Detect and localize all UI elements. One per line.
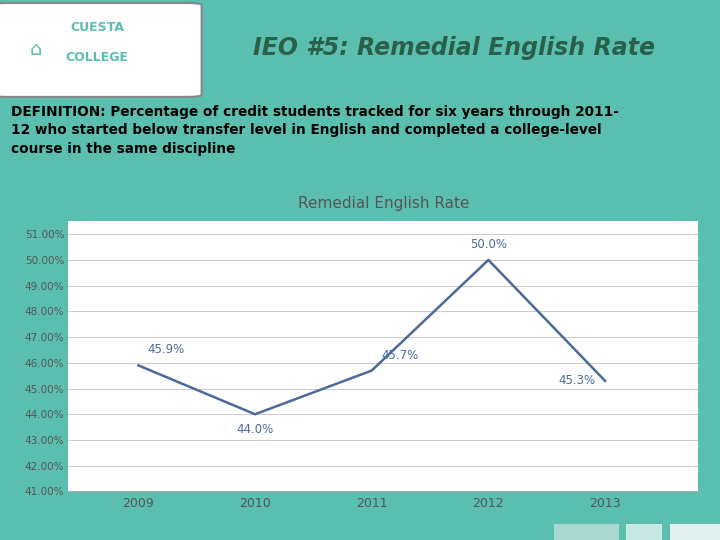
- Text: 44.0%: 44.0%: [236, 423, 274, 436]
- Text: 45.9%: 45.9%: [148, 343, 185, 356]
- Bar: [554, 524, 619, 540]
- Text: IEO #5: Remedial English Rate: IEO #5: Remedial English Rate: [253, 36, 654, 60]
- Text: DEFINITION: Percentage of credit students tracked for six years through 2011-
12: DEFINITION: Percentage of credit student…: [11, 105, 618, 156]
- Bar: [626, 524, 662, 540]
- Text: CUESTA: CUESTA: [71, 22, 124, 35]
- Text: 45.3%: 45.3%: [559, 374, 595, 387]
- Text: ⌂: ⌂: [30, 40, 42, 59]
- Text: 45.7%: 45.7%: [381, 348, 418, 362]
- Title: Remedial English Rate: Remedial English Rate: [297, 195, 469, 211]
- FancyBboxPatch shape: [0, 3, 202, 97]
- Text: COLLEGE: COLLEGE: [66, 51, 129, 64]
- Bar: [670, 524, 720, 540]
- Text: 50.0%: 50.0%: [470, 238, 507, 251]
